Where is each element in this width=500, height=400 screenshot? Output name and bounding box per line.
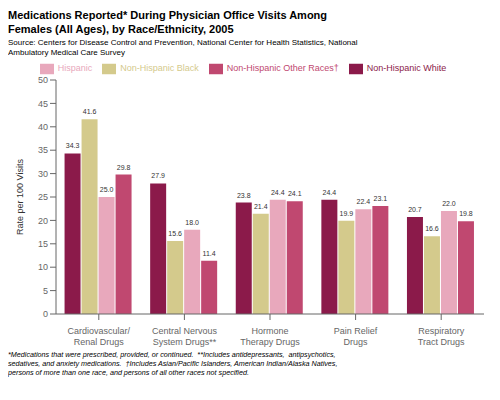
html-text:persons of more than one race,: persons of more than one race, and perso… bbox=[8, 368, 249, 377]
html-text:*Medications that were prescri: *Medications that were prescribed, provi… bbox=[8, 350, 336, 359]
svg-text:18.0: 18.0 bbox=[185, 219, 199, 226]
svg-text:HormoneTherapy Drugs: HormoneTherapy Drugs bbox=[240, 326, 300, 347]
svg-text:24.4: 24.4 bbox=[271, 189, 285, 196]
svg-text:24.1: 24.1 bbox=[288, 190, 302, 197]
svg-text:41.6: 41.6 bbox=[83, 108, 97, 115]
svg-text:Rate per 100 Visits: Rate per 100 Visits bbox=[15, 159, 25, 235]
html-text:Medications Reported* During P: Medications Reported* During Physician O… bbox=[8, 9, 328, 21]
html-text:Non-Hispanic White: Non-Hispanic White bbox=[366, 63, 447, 74]
svg-text:35: 35 bbox=[38, 145, 48, 155]
svg-text:50: 50 bbox=[38, 75, 48, 85]
svg-text:20: 20 bbox=[38, 216, 48, 226]
html-text:Hispanic: Hispanic bbox=[57, 63, 93, 74]
svg-text:19.9: 19.9 bbox=[340, 210, 354, 217]
html-text:Non-Hispanic Other Races†: Non-Hispanic Other Races† bbox=[226, 63, 339, 74]
svg-text:Pain ReliefDrugs: Pain ReliefDrugs bbox=[334, 326, 378, 347]
svg-text:22.0: 22.0 bbox=[442, 200, 456, 207]
svg-text:25.0: 25.0 bbox=[100, 186, 114, 193]
html-text:Ambulatory Medical Care Survey: Ambulatory Medical Care Survey bbox=[8, 48, 125, 57]
svg-text:34.3: 34.3 bbox=[66, 142, 80, 149]
svg-text:23.1: 23.1 bbox=[374, 195, 388, 202]
svg-text:29.8: 29.8 bbox=[117, 164, 131, 171]
svg-text:10: 10 bbox=[38, 262, 48, 272]
html-text:Females (All Ages), by Race/Et: Females (All Ages), by Race/Ethnicity, 2… bbox=[8, 23, 234, 35]
svg-text:15.6: 15.6 bbox=[168, 230, 182, 237]
html-text:Source: Centers for Disease Co: Source: Centers for Disease Control and … bbox=[8, 38, 358, 47]
svg-text:30: 30 bbox=[38, 169, 48, 179]
svg-text:19.8: 19.8 bbox=[459, 210, 473, 217]
svg-text:24.4: 24.4 bbox=[323, 189, 337, 196]
svg-text:22.4: 22.4 bbox=[357, 198, 371, 205]
svg-text:45: 45 bbox=[38, 99, 48, 109]
svg-text:27.9: 27.9 bbox=[151, 172, 165, 179]
svg-text:23.8: 23.8 bbox=[237, 192, 251, 199]
svg-text:Central NervousSystem Drugs**: Central NervousSystem Drugs** bbox=[152, 326, 218, 347]
svg-text:16.6: 16.6 bbox=[425, 225, 439, 232]
svg-text:11.4: 11.4 bbox=[203, 250, 216, 257]
svg-text:40: 40 bbox=[38, 122, 48, 132]
svg-text:21.4: 21.4 bbox=[254, 203, 268, 210]
svg-text:0: 0 bbox=[43, 309, 48, 319]
svg-text:5: 5 bbox=[43, 286, 48, 296]
svg-text:15: 15 bbox=[38, 239, 48, 249]
svg-text:20.7: 20.7 bbox=[408, 206, 422, 213]
svg-text:25: 25 bbox=[38, 192, 48, 202]
svg-text:Cardiovascular/Renal Drugs: Cardiovascular/Renal Drugs bbox=[68, 326, 131, 347]
html-text:Non-Hispanic Black: Non-Hispanic Black bbox=[120, 63, 199, 74]
html-text:sedatives, and anxiety medicat: sedatives, and anxiety medications. †Inc… bbox=[8, 359, 338, 368]
svg-text:RespiratoryTract Drugs: RespiratoryTract Drugs bbox=[418, 326, 465, 347]
